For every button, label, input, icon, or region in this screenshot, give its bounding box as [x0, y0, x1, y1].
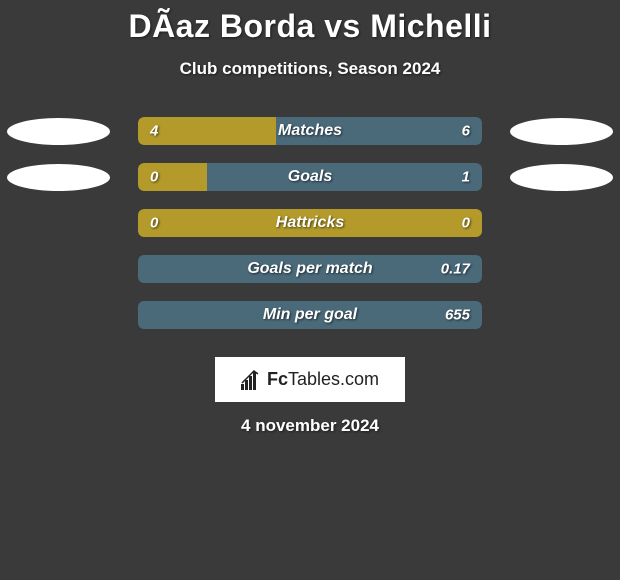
stat-value-right: 6	[462, 123, 470, 140]
logo-box: FcTables.com	[215, 357, 405, 402]
bar-segment-left	[138, 117, 276, 145]
stat-row: Goals 0 1	[0, 163, 620, 191]
stat-row: Hattricks 0 0	[0, 209, 620, 237]
subtitle: Club competitions, Season 2024	[0, 59, 620, 79]
team-right-shape	[510, 118, 613, 145]
stat-value-left: 0	[150, 215, 158, 232]
stat-value-right: 1	[462, 169, 470, 186]
logo-part-1: Fc	[267, 369, 288, 389]
stat-label: Goals	[288, 168, 332, 186]
stat-bar: Matches 4 6	[138, 117, 482, 145]
logo: FcTables.com	[241, 369, 379, 390]
stat-label: Min per goal	[263, 306, 357, 324]
logo-part-3: .com	[340, 369, 379, 389]
stat-label: Matches	[278, 122, 342, 140]
stat-label: Goals per match	[247, 260, 372, 278]
stat-label: Hattricks	[276, 214, 344, 232]
stat-row: Min per goal 655	[0, 301, 620, 329]
stat-value-left: 0	[150, 169, 158, 186]
logo-text: FcTables.com	[267, 369, 379, 390]
stat-value-right: 655	[445, 307, 470, 324]
stat-bar: Hattricks 0 0	[138, 209, 482, 237]
stat-row: Goals per match 0.17	[0, 255, 620, 283]
team-left-shape	[7, 118, 110, 145]
logo-part-2: Tables	[288, 369, 340, 389]
date-text: 4 november 2024	[0, 416, 620, 436]
bar-segment-right	[207, 163, 482, 191]
team-left-shape	[7, 164, 110, 191]
stat-value-right: 0.17	[441, 261, 470, 278]
team-right-shape	[510, 164, 613, 191]
stat-row: Matches 4 6	[0, 117, 620, 145]
stat-value-right: 0	[462, 215, 470, 232]
bars-icon	[241, 370, 263, 390]
stat-bar: Goals 0 1	[138, 163, 482, 191]
comparison-infographic: DÃ­az Borda vs Michelli Club competition…	[0, 0, 620, 436]
stat-rows: Matches 4 6 Goals 0 1 Hattricks 0 0 Goals per mat…	[0, 117, 620, 329]
stat-bar: Goals per match 0.17	[138, 255, 482, 283]
page-title: DÃ­az Borda vs Michelli	[0, 8, 620, 45]
stat-bar: Min per goal 655	[138, 301, 482, 329]
bar-segment-left	[138, 163, 207, 191]
stat-value-left: 4	[150, 123, 158, 140]
